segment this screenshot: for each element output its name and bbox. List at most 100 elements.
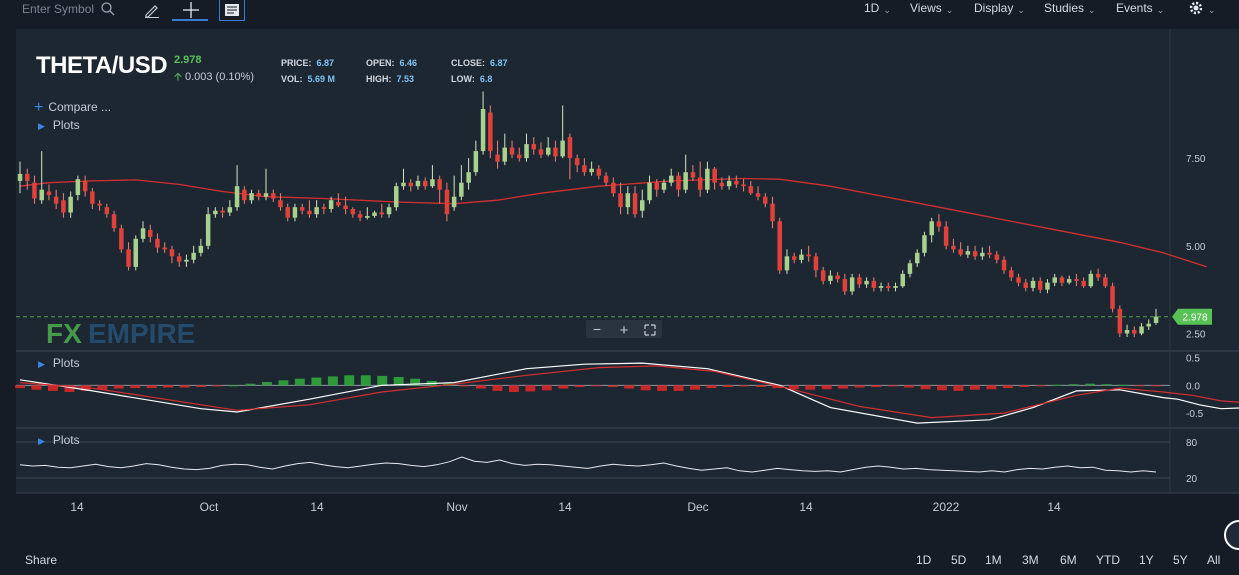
candle-body xyxy=(553,147,558,157)
candle-body xyxy=(878,286,884,288)
candle-body xyxy=(61,200,66,213)
candle-body xyxy=(111,214,117,229)
macd-histogram-bar xyxy=(311,377,322,386)
range-5d-button[interactable]: 5D xyxy=(951,553,967,567)
stat-close: CLOSE: 6.87 xyxy=(451,58,508,68)
candle-body xyxy=(32,182,37,199)
range-6m-button[interactable]: 6M xyxy=(1060,553,1077,567)
candle-body xyxy=(321,207,327,209)
watermark-fx: FX xyxy=(46,318,82,349)
candle-body xyxy=(886,286,891,288)
news-button[interactable] xyxy=(219,0,245,21)
candle-body xyxy=(25,173,30,181)
views-menu[interactable]: Views ⌄ xyxy=(910,0,953,16)
candle-body xyxy=(155,238,160,248)
x-axis-tick-label: 14 xyxy=(310,500,324,514)
range-ytd-button[interactable]: YTD xyxy=(1096,553,1120,567)
macd-histogram-bar xyxy=(130,385,141,389)
candle-body xyxy=(582,165,587,173)
range-all-button[interactable]: All xyxy=(1207,553,1221,567)
candle-body xyxy=(133,238,138,267)
moving-average xyxy=(19,177,1207,268)
stat-close-value: 6.87 xyxy=(490,58,508,68)
oscillator-line xyxy=(19,456,1157,473)
triangle-right-icon: ▶ xyxy=(38,359,45,369)
chart-area[interactable] xyxy=(16,29,1239,493)
candle-body xyxy=(227,207,233,213)
macd-histogram-bar xyxy=(146,385,157,389)
macd-histogram-bar xyxy=(723,385,733,387)
macd-histogram-bar xyxy=(1151,385,1161,387)
candle-body xyxy=(936,221,942,227)
interval-menu[interactable]: 1D ⌄ xyxy=(864,0,891,16)
macd-histogram-bar xyxy=(344,375,355,386)
candle-body xyxy=(53,196,59,204)
candle-body xyxy=(1030,280,1036,288)
candle-body xyxy=(495,154,500,162)
candle-body xyxy=(1153,316,1159,323)
moving-average-line xyxy=(19,177,1207,268)
range-5y-button[interactable]: 5Y xyxy=(1173,553,1188,567)
add-indicator-button[interactable] xyxy=(176,0,206,20)
candle-body xyxy=(1009,270,1014,278)
candle-body xyxy=(394,186,399,208)
search-icon[interactable] xyxy=(100,1,116,17)
studies-menu[interactable]: Studies ⌄ xyxy=(1044,0,1096,16)
candle-body xyxy=(625,193,631,208)
plots-toggle-oscillator[interactable]: ▶ Plots xyxy=(38,433,80,447)
macd-histogram-bar xyxy=(64,385,75,392)
candle-body xyxy=(46,191,52,195)
zoom-out-button[interactable]: − xyxy=(593,321,601,337)
candle-body xyxy=(90,191,95,204)
candle-body xyxy=(379,212,384,215)
draw-tool-button[interactable] xyxy=(140,0,164,20)
fullscreen-icon[interactable] xyxy=(644,324,656,336)
macd-histogram-bar xyxy=(607,385,618,387)
candle-body xyxy=(589,168,594,173)
candle-body xyxy=(690,172,696,178)
chart-axes: 7.50 5.00 2.50 0.5 0.0 -0.5 80 20 14 Oct 14 Nov 14 De… xyxy=(70,154,1206,514)
candle-body xyxy=(922,235,927,253)
candle-body xyxy=(531,144,536,150)
candle-body xyxy=(140,228,146,239)
macd-histogram-bar xyxy=(871,385,882,387)
candle-body xyxy=(864,280,869,285)
share-button[interactable]: Share xyxy=(25,553,58,567)
candle-body xyxy=(459,182,464,197)
candle-body xyxy=(705,168,710,190)
macd-histogram-bar xyxy=(558,385,569,389)
plots-toggle-main[interactable]: ▶ Plots xyxy=(38,118,80,132)
symbol-search-input[interactable] xyxy=(16,0,126,18)
range-1y-button[interactable]: 1Y xyxy=(1139,553,1154,567)
macd-histogram-bar xyxy=(476,385,486,389)
candle-body xyxy=(444,189,450,215)
stat-high-value: 7.53 xyxy=(396,74,415,84)
macd-histogram-bar xyxy=(1035,385,1046,387)
zoom-in-button[interactable]: + xyxy=(620,322,629,339)
stat-price-value: 6.87 xyxy=(316,58,335,68)
x-axis-tick-label: 14 xyxy=(70,500,84,514)
active-tool-indicator xyxy=(172,19,208,21)
candle-body xyxy=(915,252,920,264)
display-menu[interactable]: Display ⌄ xyxy=(974,0,1025,16)
chevron-down-icon: ⌄ xyxy=(945,4,954,15)
candle-body xyxy=(820,270,826,281)
candle-body xyxy=(299,207,305,211)
price-change: 🡩 0.003 (0.10%) xyxy=(174,68,254,87)
macd-panel xyxy=(15,362,1239,424)
price-axis-tick-label: 5.00 xyxy=(1186,242,1206,253)
macd-histogram-bar xyxy=(591,385,602,387)
settings-menu[interactable]: ⌄ xyxy=(1188,0,1216,16)
candle-body xyxy=(1045,282,1050,290)
range-3m-button[interactable]: 3M xyxy=(1022,553,1039,567)
macd-histogram-bar xyxy=(887,385,898,387)
range-1d-button[interactable]: 1D xyxy=(916,553,932,567)
candle-body xyxy=(661,182,667,190)
candle-body xyxy=(278,200,283,208)
compare-button[interactable]: + Compare ... xyxy=(34,99,111,117)
plots-toggle-macd[interactable]: ▶ Plots xyxy=(38,356,80,370)
chart-canvas[interactable]: FX EMPIRE 2.978 7.50 5.00 2.50 0.5 0.0 -0.5 80… xyxy=(0,0,1239,541)
range-1m-button[interactable]: 1M xyxy=(985,553,1002,567)
candle-body xyxy=(640,200,645,211)
events-menu[interactable]: Events ⌄ xyxy=(1116,0,1164,16)
